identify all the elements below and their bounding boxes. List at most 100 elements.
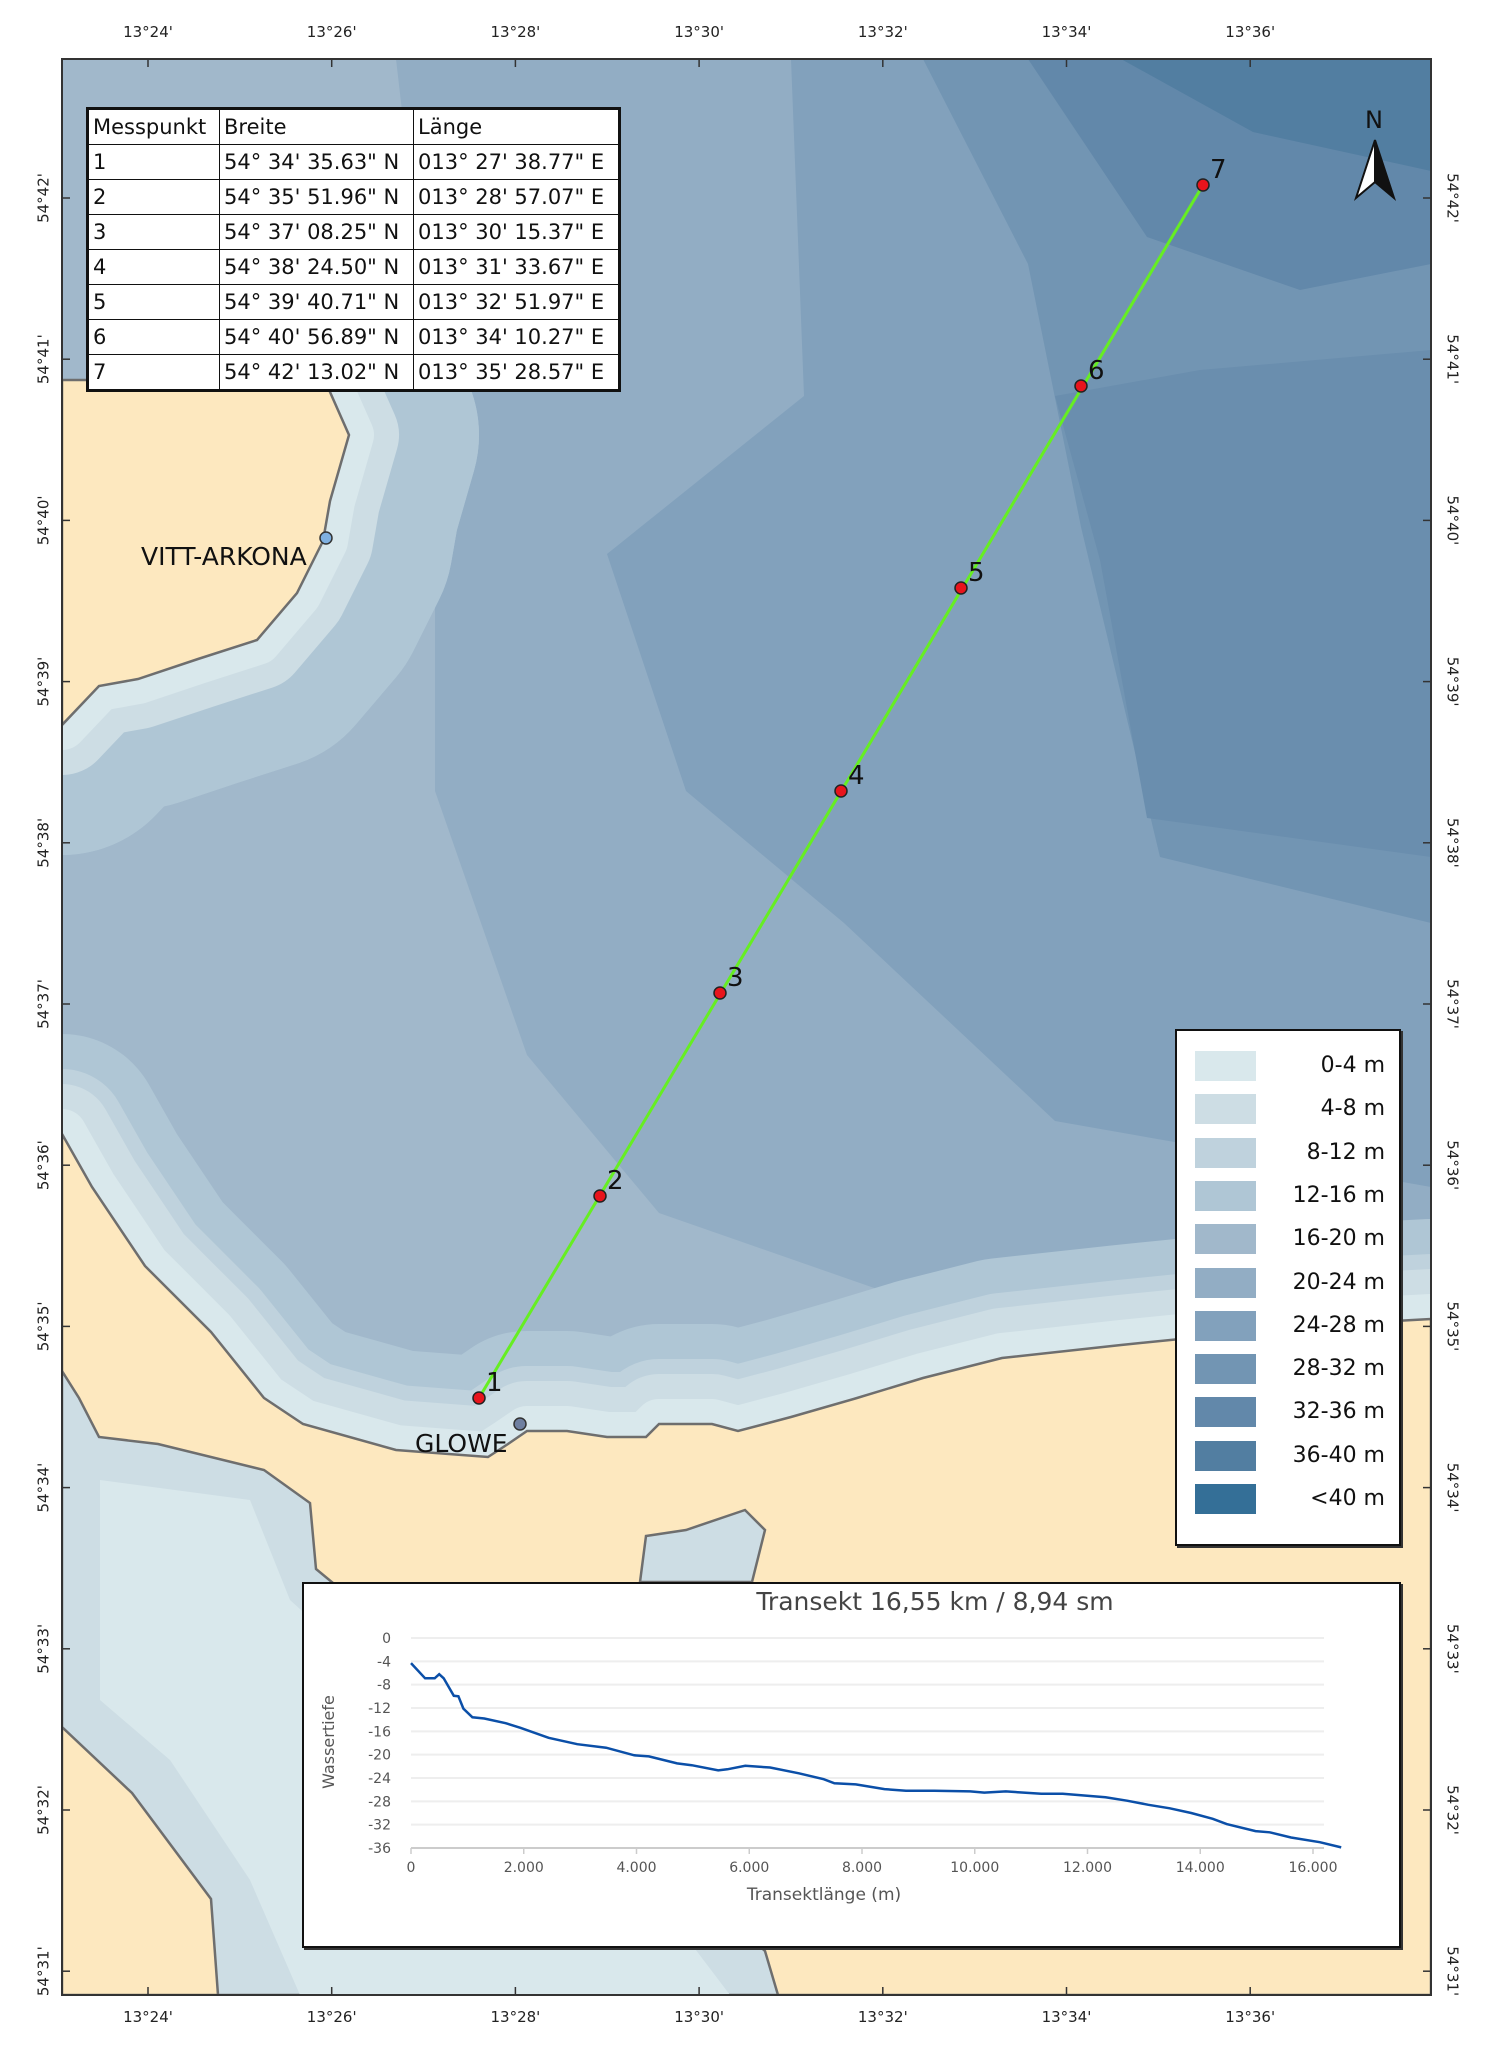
lat-tick-label: 54°37' xyxy=(1444,979,1462,1029)
point-label: 4 xyxy=(848,761,865,791)
x-tick-label: 6.000 xyxy=(729,1860,769,1876)
table-cell: 7 xyxy=(87,354,220,391)
lat-tick-label: 54°40' xyxy=(35,495,53,545)
legend-item: 8-12 m xyxy=(1195,1137,1385,1168)
y-tick-label: -12 xyxy=(368,1701,391,1717)
point-label: 7 xyxy=(1210,155,1227,185)
legend-label: 12-16 m xyxy=(1292,1182,1385,1208)
legend-label: 24-28 m xyxy=(1292,1312,1385,1338)
measurement-point[interactable] xyxy=(1074,379,1088,393)
legend-item: <40 m xyxy=(1195,1484,1385,1514)
y-tick-label: -36 xyxy=(368,1841,391,1857)
y-tick-label: 0 xyxy=(382,1631,391,1647)
measurement-point[interactable] xyxy=(593,1189,607,1203)
table-cell: 3 xyxy=(87,214,220,250)
table-cell: 54° 40' 56.89" N xyxy=(219,319,414,355)
north-arrow-icon: N xyxy=(1353,106,1397,202)
lat-tick-label: 54°36' xyxy=(1444,1140,1462,1190)
y-axis-title: Wassertiefe xyxy=(319,1695,338,1789)
lon-tick-label: 13°34' xyxy=(1042,2008,1092,2026)
legend-label: 20-24 m xyxy=(1292,1269,1385,1295)
table-cell: 013° 32' 51.97" E xyxy=(413,284,620,320)
table-cell: 6 xyxy=(87,319,220,355)
legend-item: 12-16 m xyxy=(1195,1180,1385,1211)
lon-tick-label: 13°32' xyxy=(858,2008,908,2026)
lat-tick-label: 54°34' xyxy=(35,1463,53,1513)
legend-swatch xyxy=(1195,1137,1256,1168)
legend-swatch xyxy=(1195,1354,1256,1385)
lat-tick-label: 54°42' xyxy=(35,173,53,223)
lon-tick-label: 13°36' xyxy=(1225,2008,1275,2026)
depth-zone-32-36 xyxy=(1055,350,1431,857)
table-cell: 013° 30' 15.37" E xyxy=(413,214,620,250)
lon-tick-label: 13°30' xyxy=(674,2008,724,2026)
x-tick-label: 4.000 xyxy=(616,1860,656,1876)
table-row: 7 54° 42' 13.02" N 013° 35' 28.57" E xyxy=(87,354,620,391)
depth-legend: 0-4 m 4-8 m 8-12 m 12-16 m 16-20 m 20-24 m 24-… xyxy=(1175,1029,1401,1546)
legend-label: <40 m xyxy=(1310,1486,1385,1511)
table-cell: 54° 34' 35.63" N xyxy=(219,144,414,180)
lat-tick-label: 54°32' xyxy=(1444,1785,1462,1835)
legend-swatch xyxy=(1195,1440,1256,1471)
table-cell: 013° 28' 57.07" E xyxy=(413,179,620,215)
table-cell: 54° 38' 24.50" N xyxy=(219,249,414,285)
x-tick-label: 14.000 xyxy=(1176,1860,1225,1876)
measurement-point[interactable] xyxy=(1196,178,1210,192)
legend-label: 4-8 m xyxy=(1320,1096,1385,1122)
lat-tick-label: 54°32' xyxy=(35,1785,53,1835)
legend-swatch xyxy=(1195,1180,1256,1211)
lat-tick-label: 54°41' xyxy=(35,334,53,384)
table-cell: 2 xyxy=(87,179,220,215)
x-axis-title: Transektlänge (m) xyxy=(746,1885,901,1905)
table-cell: 54° 39' 40.71" N xyxy=(219,284,414,320)
point-label: 6 xyxy=(1088,356,1105,386)
vitt-arkona-dot[interactable] xyxy=(319,531,333,545)
measurement-point[interactable] xyxy=(472,1391,486,1405)
y-tick-label: -20 xyxy=(368,1748,391,1764)
legend-label: 16-20 m xyxy=(1292,1226,1385,1252)
measurement-point[interactable] xyxy=(954,581,968,595)
table-row: 5 54° 39' 40.71" N 013° 32' 51.97" E xyxy=(87,284,620,320)
measurement-point[interactable] xyxy=(713,986,727,1000)
lat-tick-label: 54°31' xyxy=(35,1946,53,1996)
lat-tick-label: 54°38' xyxy=(35,818,53,868)
y-tick-label: -16 xyxy=(368,1724,391,1740)
legend-swatch xyxy=(1195,1224,1256,1255)
table-cell: Messpunkt xyxy=(87,108,220,145)
x-tick-label: 10.000 xyxy=(950,1860,999,1876)
table-cell: 013° 27' 38.77" E xyxy=(413,144,620,180)
glowe-dot[interactable] xyxy=(513,1417,527,1431)
measurement-point[interactable] xyxy=(834,784,848,798)
lat-tick-label: 54°39' xyxy=(35,657,53,707)
legend-label: 32-36 m xyxy=(1292,1399,1385,1425)
legend-item: 28-32 m xyxy=(1195,1354,1385,1385)
lon-tick-label: 13°28' xyxy=(490,2008,540,2026)
legend-swatch xyxy=(1195,1094,1256,1125)
transect-profile-chart: Transekt 16,55 km / 8,94 sm 0 -4 -8 -12 -16 -2… xyxy=(302,1582,1401,1948)
lon-tick-label: 13°36' xyxy=(1225,23,1275,41)
point-label: 5 xyxy=(968,558,985,588)
map-frame xyxy=(61,58,1432,1996)
lon-tick-label: 13°24' xyxy=(123,23,173,41)
depth-profile-line xyxy=(410,1662,1342,1849)
y-tick-label: -28 xyxy=(368,1794,391,1810)
x-tick-label: 16.000 xyxy=(1289,1860,1338,1876)
x-tick-label: 12.000 xyxy=(1063,1860,1112,1876)
measurement-points-table: Messpunkt Breite Länge 1 54° 34' 35.63" N 013… xyxy=(86,107,621,392)
lat-tick-label: 54°37' xyxy=(35,979,53,1029)
lat-tick-label: 54°38' xyxy=(1444,818,1462,868)
legend-label: 28-32 m xyxy=(1292,1356,1385,1382)
chart-title: Transekt 16,55 km / 8,94 sm xyxy=(755,1587,1113,1616)
measurement-points: 1 2 3 4 5 6 7 xyxy=(472,155,1227,1405)
lon-tick-label: 13°32' xyxy=(858,23,908,41)
table-row: 4 54° 38' 24.50" N 013° 31' 33.67" E xyxy=(87,249,620,285)
legend-item: 4-8 m xyxy=(1195,1094,1385,1125)
lat-tick-label: 54°36' xyxy=(35,1140,53,1190)
table-cell: 1 xyxy=(87,144,220,180)
x-tick-label: 2.000 xyxy=(504,1860,544,1876)
legend-item: 32-36 m xyxy=(1195,1397,1385,1428)
table-header-row: Messpunkt Breite Länge xyxy=(87,108,620,145)
legend-swatch xyxy=(1195,1397,1256,1428)
legend-label: 0-4 m xyxy=(1320,1053,1385,1078)
table-cell: 54° 35' 51.96" N xyxy=(219,179,414,215)
